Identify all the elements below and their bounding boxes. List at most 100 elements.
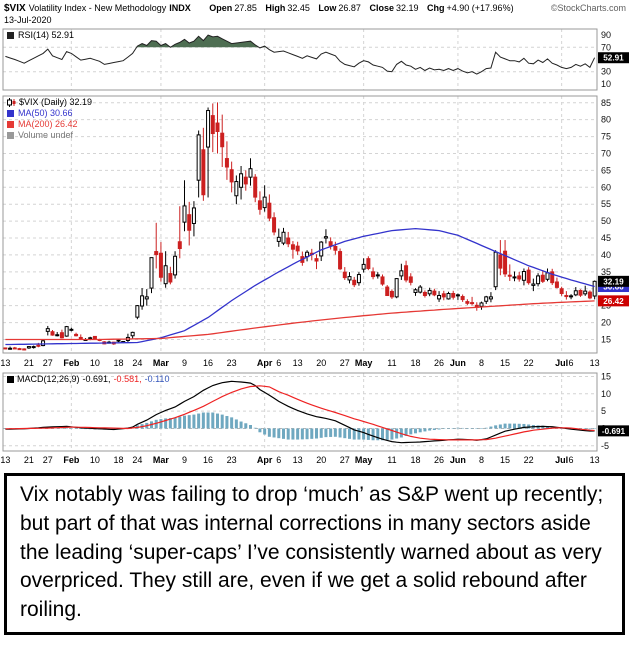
rsi-line xyxy=(5,34,596,75)
chart-date: 13-Jul-2020 xyxy=(4,15,52,25)
signal-value: -0.581, xyxy=(113,374,142,384)
x-axis-tick-label: 13 xyxy=(0,455,11,465)
x-axis-month-label: Jun xyxy=(449,358,466,368)
svg-text:30.66: 30.66 xyxy=(603,283,624,292)
symbol: $VIX xyxy=(4,3,26,14)
y-axis-tick-label: 30 xyxy=(601,67,611,77)
chg-label: Chg xyxy=(427,3,445,13)
y-axis-tick-label: 60 xyxy=(601,182,611,192)
x-axis-month-label: May xyxy=(354,455,373,465)
volume-legend-label: Volume undef xyxy=(18,130,74,140)
panel-border xyxy=(2,28,598,91)
y-axis-tick-label: 5 xyxy=(601,406,606,416)
chart-header: $VIX Volatility Index - New Methodology IN… xyxy=(0,0,629,27)
rsi-legend: RSI(14) 52.91 xyxy=(7,30,74,41)
stockchart: $VIX Volatility Index - New Methodology IN… xyxy=(0,0,629,635)
macd-chart: 151050-5-0.691 xyxy=(2,371,629,452)
x-axis-tick-label: 21 xyxy=(23,455,34,465)
high-value: 32.45 xyxy=(287,3,310,13)
open-value: 27.85 xyxy=(234,3,257,13)
low-value: 26.87 xyxy=(338,3,361,13)
x-axis-labels-bottom: 13 21 27 Feb 10 18 24 Mar 9 16 23 Apr 6 13 20 27 May 11 18… xyxy=(0,454,629,467)
x-axis-tick-label: 6 xyxy=(276,358,282,368)
macd-legend-label: MACD(12,26,9) xyxy=(17,374,80,384)
x-axis-tick-label: 18 xyxy=(113,455,124,465)
y-axis-tick-label: 20 xyxy=(601,318,611,328)
price-legend-symbol: $VIX (Daily) 32.19 xyxy=(19,97,93,107)
x-axis-tick-label: 13 xyxy=(292,455,303,465)
x-axis-tick-label: 21 xyxy=(23,358,34,368)
y-axis-tick-label: 90 xyxy=(601,30,611,40)
x-axis-tick-label: 27 xyxy=(339,358,350,368)
macd-last-badge: -0.691 xyxy=(598,425,629,437)
ma50-line xyxy=(5,227,595,346)
y-axis-tick-label: 10 xyxy=(601,79,611,89)
y-axis-tick-label: -5 xyxy=(601,441,609,451)
x-axis-tick-label: 8 xyxy=(478,455,485,465)
x-axis-tick-label: 6 xyxy=(568,455,574,465)
x-axis-tick-label: 22 xyxy=(523,455,534,465)
x-axis-tick-label: 27 xyxy=(339,455,350,465)
y-axis-tick-label: 35 xyxy=(601,267,611,277)
macd-value: -0.691, xyxy=(82,374,111,384)
y-axis-tick-label: 40 xyxy=(601,250,611,260)
x-axis-tick-label: 10 xyxy=(89,358,100,368)
rsi-legend-label: RSI(14) 52.91 xyxy=(18,30,75,40)
chg-value: +4.90 (+17.96%) xyxy=(446,3,514,13)
histogram-value: -0.110 xyxy=(144,374,170,384)
macd-legend: MACD(12,26,9) -0.691, -0.581, -0.110 xyxy=(7,374,172,385)
x-axis-tick-label: 16 xyxy=(203,455,214,465)
rsi-swatch-icon xyxy=(7,32,14,39)
price-legend: $VIX (Daily) 32.19 MA(50) 30.66 MA(200) … xyxy=(7,97,92,141)
x-axis-tick-label: 26 xyxy=(434,358,445,368)
y-axis-tick-label: 70 xyxy=(601,42,611,52)
x-axis-tick-label: 18 xyxy=(410,358,421,368)
y-axis-tick-label: 70 xyxy=(601,148,611,158)
macd-line xyxy=(5,380,595,444)
macd-panel: 151050-5-0.691 MACD(12,26,9) -0.691, -0.… xyxy=(0,370,629,454)
open-label: Open xyxy=(209,3,233,13)
copyright: ©StockCharts.com xyxy=(550,3,626,13)
ma50-swatch-icon xyxy=(7,110,14,117)
x-axis-tick-label: 8 xyxy=(478,358,485,368)
x-axis-tick-label: 16 xyxy=(203,358,214,368)
x-axis-tick-label: 10 xyxy=(89,455,100,465)
x-axis-tick-label: 20 xyxy=(316,455,327,465)
x-axis-tick-label: 22 xyxy=(523,358,534,368)
svg-text:-0.691: -0.691 xyxy=(602,427,626,436)
x-axis-tick-label: 23 xyxy=(226,455,237,465)
price-panel: 85807570656055504540353025201530.6632.19… xyxy=(0,93,629,357)
candles xyxy=(3,102,597,351)
x-axis-tick-label: 9 xyxy=(181,358,188,368)
svg-text:52.91: 52.91 xyxy=(603,54,624,63)
price-chart: 85807570656055504540353025201530.6632.19… xyxy=(2,95,629,354)
x-axis-tick-label: 24 xyxy=(132,358,143,368)
y-axis-tick-label: 15 xyxy=(601,371,611,381)
candlestick-icon xyxy=(7,98,16,107)
ma50-legend-label: MA(50) 30.66 xyxy=(18,108,73,118)
x-axis-tick-label: 6 xyxy=(568,358,574,368)
close-value: 32.19 xyxy=(395,3,419,13)
x-axis-tick-label: 13 xyxy=(589,455,600,465)
y-axis-tick-label: 65 xyxy=(601,165,611,175)
high-label: High xyxy=(265,3,286,13)
x-axis-tick-label: 27 xyxy=(42,455,53,465)
x-axis-tick-label: 9 xyxy=(181,455,188,465)
macd-swatch-icon xyxy=(7,376,14,383)
x-axis-month-label: Apr xyxy=(256,358,273,368)
svg-text:32.19: 32.19 xyxy=(603,277,624,286)
x-axis-tick-label: 11 xyxy=(387,455,397,465)
x-axis-month-label: Jul xyxy=(555,455,569,465)
y-axis-tick-label: 80 xyxy=(601,115,611,125)
rsi-grid xyxy=(3,29,597,90)
y-axis-tick-label: 50 xyxy=(601,216,611,226)
x-axis-tick-label: 11 xyxy=(387,358,397,368)
x-axis-tick-label: 23 xyxy=(226,358,237,368)
ma200-line xyxy=(5,300,595,341)
y-axis-tick-label: 15 xyxy=(601,334,611,344)
exchange: INDX xyxy=(169,3,191,13)
x-axis-tick-label: 6 xyxy=(276,455,282,465)
x-axis-month-label: Mar xyxy=(152,455,169,465)
ma200-swatch-icon xyxy=(7,121,14,128)
x-axis-tick-label: 13 xyxy=(589,358,600,368)
